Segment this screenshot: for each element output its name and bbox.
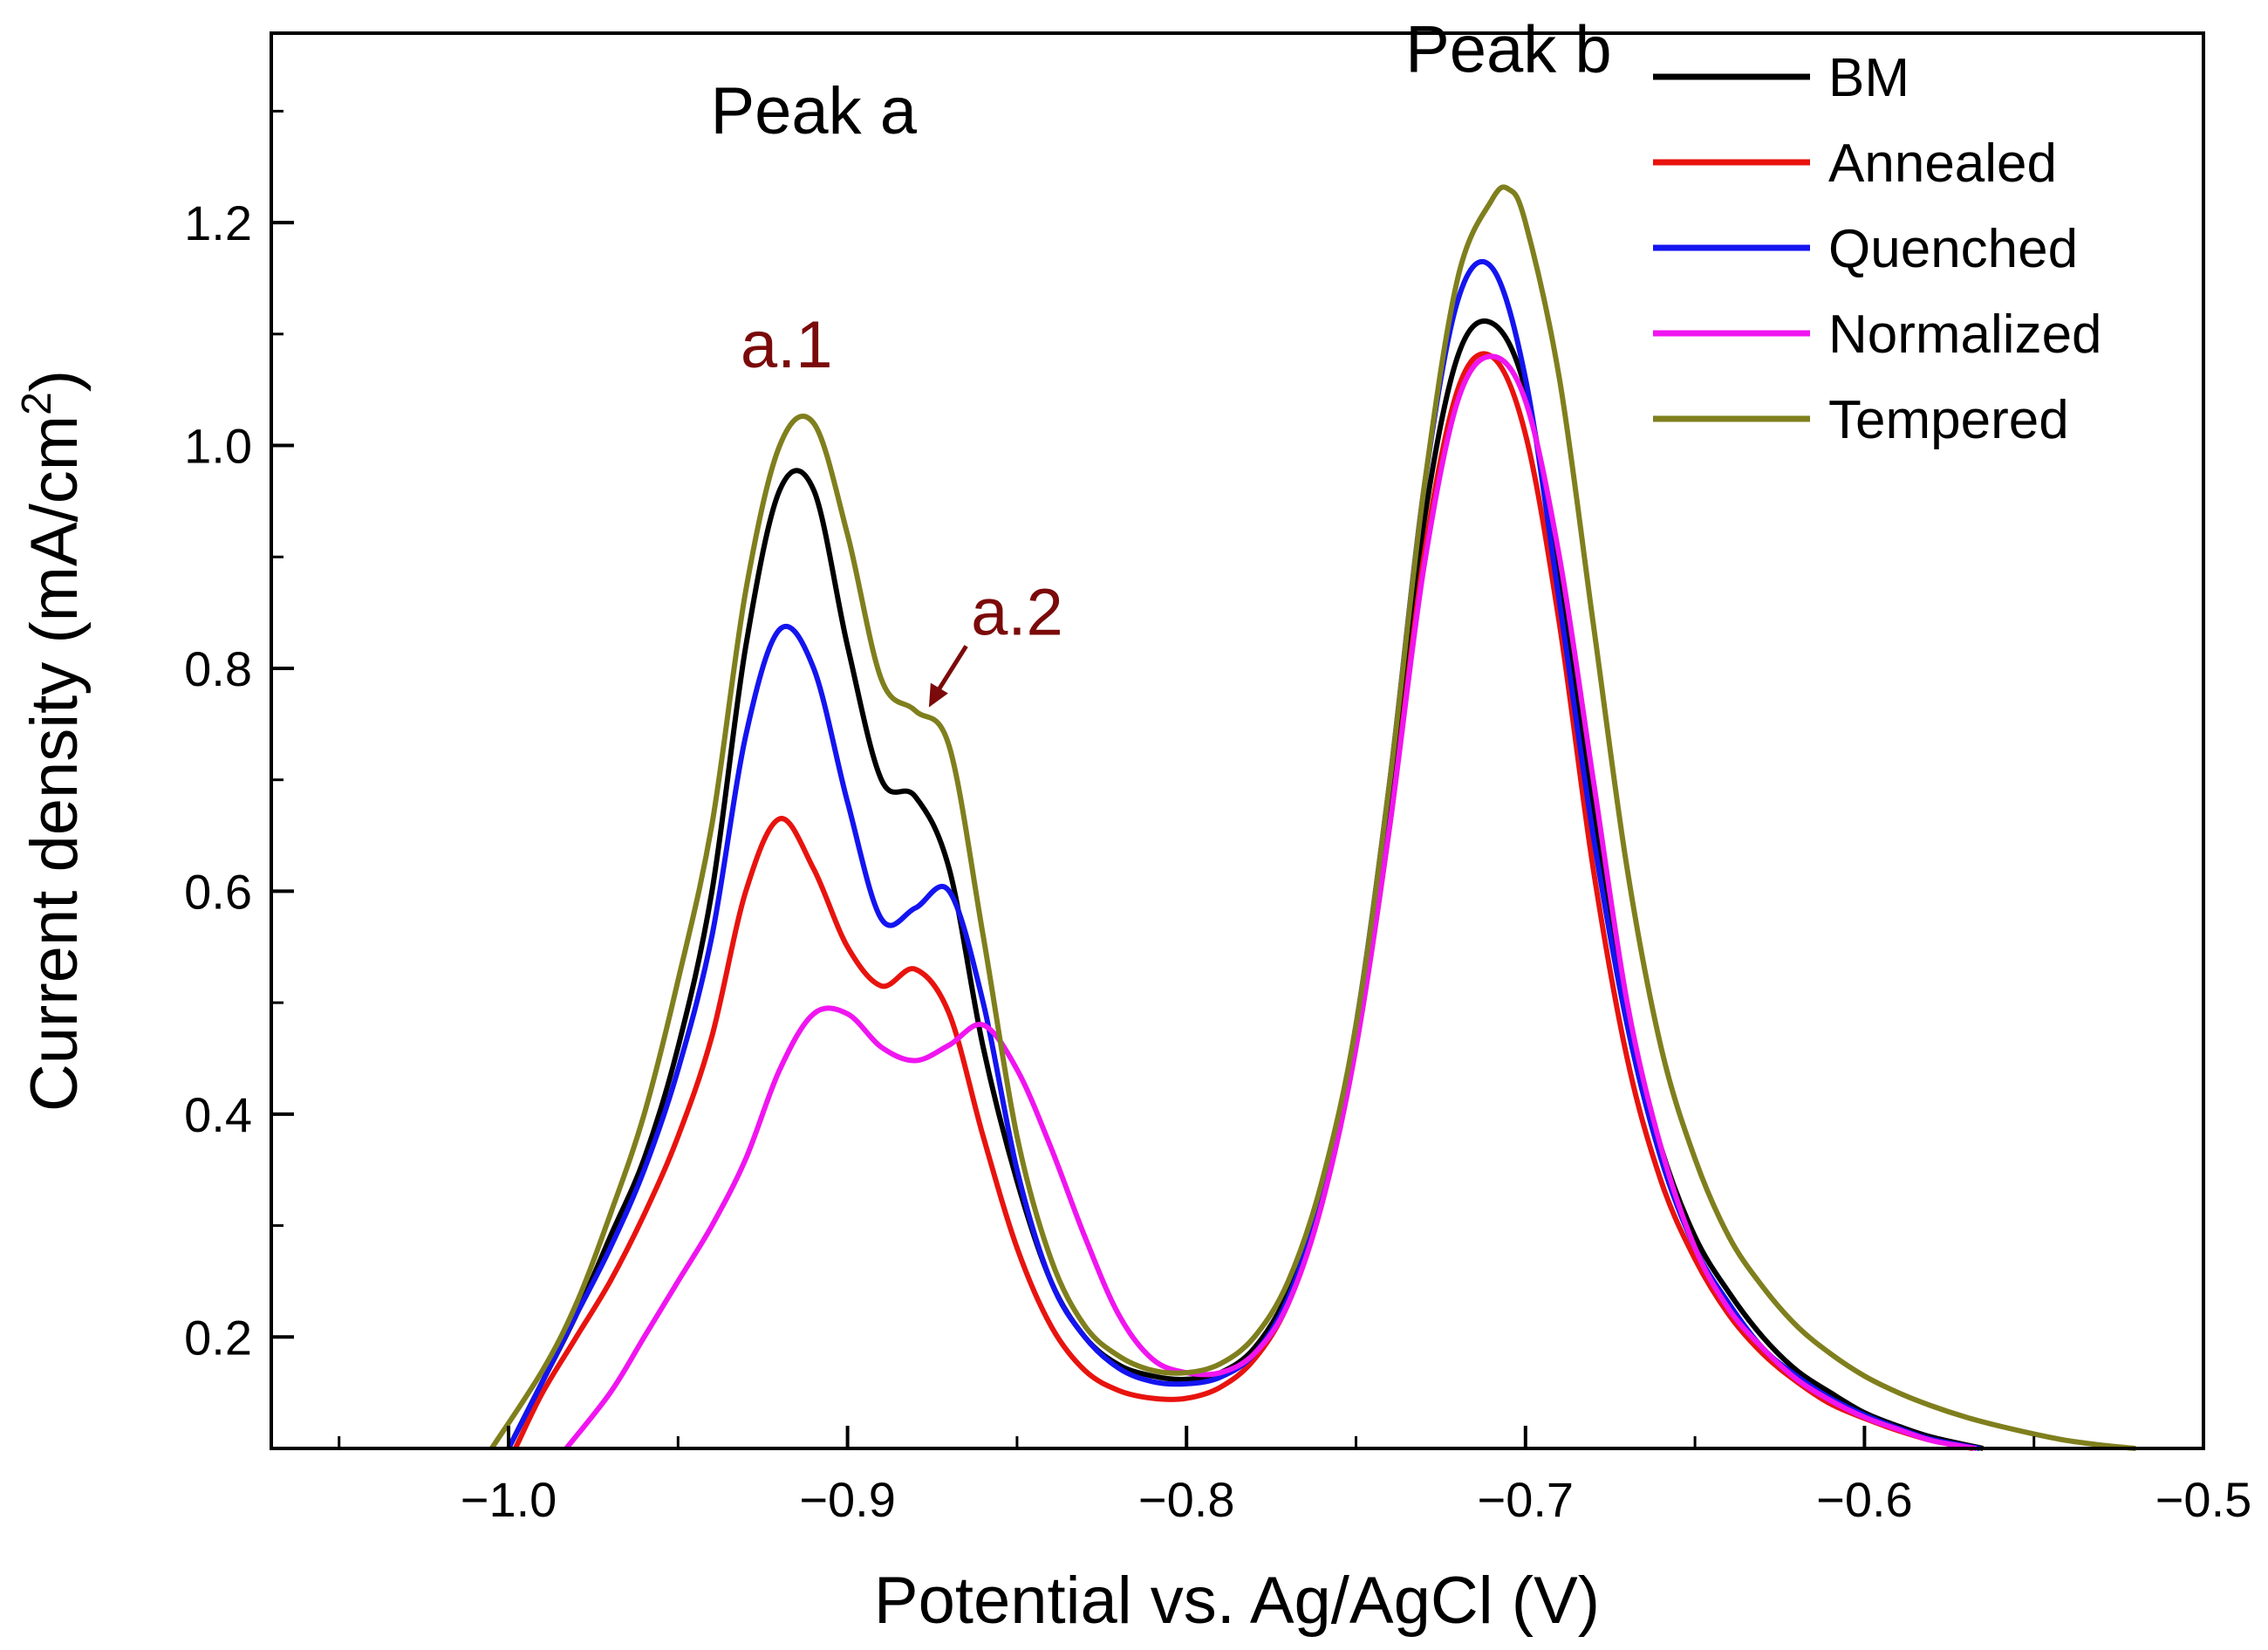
y-tick-label: 1.2 [184, 195, 252, 250]
y-tick-label: 1.0 [184, 419, 252, 474]
legend-label-bm: BM [1828, 48, 1909, 108]
x-tick-label: −1.0 [461, 1472, 557, 1527]
x-tick-label: −0.7 [1478, 1472, 1575, 1527]
legend-label-annealed: Annealed [1828, 134, 2057, 194]
legend-label-quenched: Quenched [1828, 219, 2078, 279]
annotation-a-1: a.1 [741, 308, 833, 382]
y-tick-label: 0.6 [184, 864, 252, 919]
y-axis-title: Current density (mA/cm2) [14, 370, 92, 1112]
x-tick-label: −0.9 [799, 1472, 896, 1527]
x-axis-title: Potential vs. Ag/AgCl (V) [874, 1564, 1600, 1638]
legend-label-tempered: Tempered [1828, 390, 2069, 450]
x-tick-label: −0.8 [1138, 1472, 1235, 1527]
annotation-peak-a: Peak a [710, 74, 917, 148]
series-layer [489, 184, 2136, 1451]
series-line-normalized [564, 353, 1978, 1451]
x-tick-label: −0.6 [1816, 1472, 1913, 1527]
annotation-a-2: a.2 [971, 576, 1063, 650]
series-line-tempered [489, 184, 2136, 1451]
y-tick-label: 0.2 [184, 1310, 252, 1365]
x-tick-label: −0.5 [2155, 1472, 2252, 1527]
legend: BM Annealed Quenched Normalized Tempered [1653, 48, 2102, 450]
legend-label-normalized: Normalized [1828, 305, 2102, 365]
y-axis-title-main: Current density (mA/cm [17, 415, 92, 1112]
y-axis-title-close: ) [17, 370, 92, 392]
ticks-layer: −1.0 −0.9 −0.8 −0.7 −0.6 −0.5 0.2 0.4 0.6 0.8 1.0 1… [184, 109, 2252, 1527]
annotation-layer: Peak a Peak b a.1 a.2 [710, 13, 1612, 708]
y-tick-label: 0.4 [184, 1087, 252, 1142]
plot-frame [270, 31, 2205, 1450]
y-tick-label: 0.8 [184, 641, 252, 696]
annotation-peak-b: Peak b [1405, 13, 1612, 87]
annotation-arrow-head [928, 682, 948, 708]
y-axis-title-superscript: 2 [14, 392, 60, 415]
